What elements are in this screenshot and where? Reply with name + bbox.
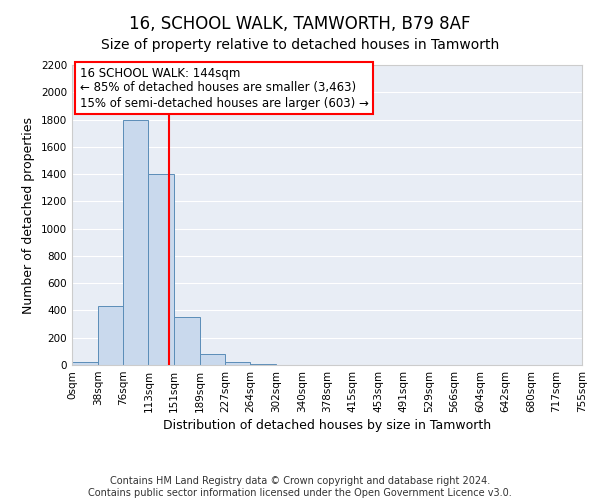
Bar: [250, 364, 276, 365]
Bar: [200, 354, 226, 365]
Bar: [98, 306, 124, 365]
Text: Size of property relative to detached houses in Tamworth: Size of property relative to detached ho…: [101, 38, 499, 52]
Text: Contains HM Land Registry data © Crown copyright and database right 2024.
Contai: Contains HM Land Registry data © Crown c…: [88, 476, 512, 498]
Bar: [226, 362, 250, 365]
Bar: [124, 120, 148, 365]
Text: 16, SCHOOL WALK, TAMWORTH, B79 8AF: 16, SCHOOL WALK, TAMWORTH, B79 8AF: [129, 15, 471, 33]
Bar: [174, 318, 200, 365]
Text: 16 SCHOOL WALK: 144sqm
← 85% of detached houses are smaller (3,463)
15% of semi-: 16 SCHOOL WALK: 144sqm ← 85% of detached…: [80, 66, 368, 110]
Bar: [148, 174, 174, 365]
X-axis label: Distribution of detached houses by size in Tamworth: Distribution of detached houses by size …: [163, 419, 491, 432]
Bar: [72, 362, 98, 365]
Y-axis label: Number of detached properties: Number of detached properties: [22, 116, 35, 314]
